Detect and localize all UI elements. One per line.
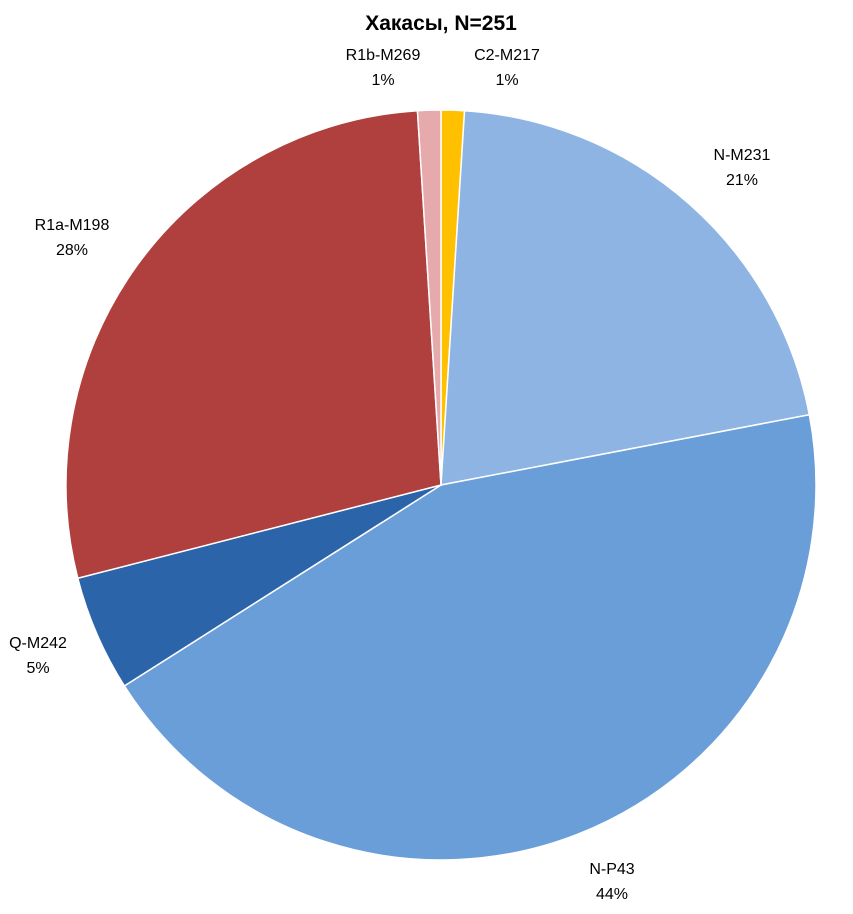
pie-slice-n-p43 [123, 413, 817, 861]
slice-label-name: N-M231 [714, 147, 771, 164]
slice-label-name: R1a-M198 [35, 217, 110, 234]
pie-slice-n-m231 [440, 109, 811, 486]
slice-label-name: Q-M242 [9, 635, 67, 652]
pie-slice-r1a-m198 [65, 109, 442, 580]
slice-label-name: C2-M217 [474, 47, 540, 64]
slice-label-percent: 21% [726, 172, 758, 189]
slice-label-percent: 1% [495, 72, 518, 89]
pie-labels: C2-M217 1% N-M231 21% N-P43 44% Q-M242 5% R1a-M1… [9, 47, 770, 903]
slice-label-percent: 1% [371, 72, 394, 89]
pie-slice-r1b-m269 [416, 109, 442, 486]
slice-label-percent: 28% [56, 242, 88, 259]
chart-title: Хакасы, N=251 [365, 12, 517, 35]
slice-label-name: R1b-M269 [346, 47, 421, 64]
pie-slices [65, 109, 817, 861]
slice-label-percent: 44% [596, 886, 628, 903]
slice-label-name: N-P43 [589, 861, 634, 878]
slice-label-percent: 5% [26, 660, 49, 677]
